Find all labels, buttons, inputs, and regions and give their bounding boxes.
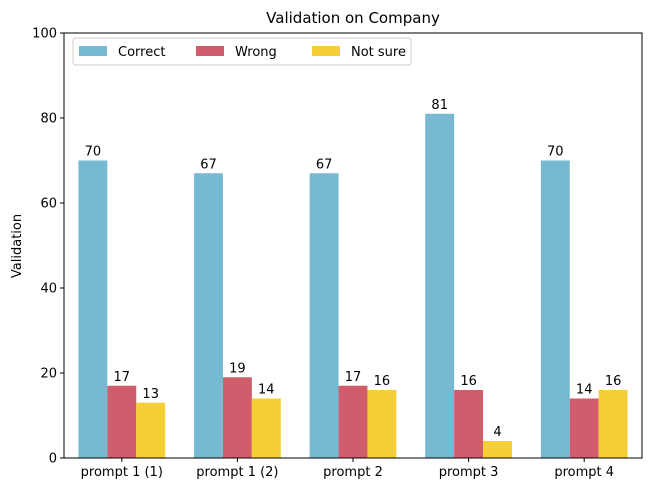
bar	[136, 402, 166, 458]
bar-value-label: 70	[547, 145, 564, 160]
bar	[338, 385, 368, 458]
bar	[222, 377, 252, 458]
bar-value-label: 14	[258, 383, 275, 398]
legend: Correct Wrong Not sure	[72, 37, 412, 66]
bar-value-label: 16	[460, 374, 477, 389]
bar	[483, 441, 512, 458]
bar	[78, 160, 108, 458]
legend-box	[72, 37, 412, 66]
y-tick-label: 80	[40, 112, 57, 127]
x-tick-label: prompt 1 (2)	[196, 465, 278, 480]
bar-value-label: 14	[576, 383, 593, 398]
bar-value-label: 17	[114, 370, 131, 385]
bar-value-label: 17	[345, 370, 362, 385]
bar	[540, 160, 570, 458]
bar-value-label: 70	[85, 145, 102, 160]
bar	[194, 173, 223, 458]
legend-label: Not sure	[351, 45, 406, 60]
bar	[107, 385, 137, 458]
bar	[367, 390, 397, 458]
legend-swatch	[79, 46, 107, 56]
x-tick-label: prompt 3	[439, 465, 499, 480]
legend-label: Wrong	[235, 45, 277, 60]
bar	[251, 398, 281, 458]
bar	[309, 173, 339, 458]
bar-value-label: 4	[493, 425, 501, 440]
bar	[425, 113, 455, 458]
y-tick-label: 40	[40, 282, 57, 297]
y-tick-label: 60	[40, 197, 57, 212]
bar-value-label: 67	[200, 157, 217, 172]
bar	[569, 398, 599, 458]
bar-value-label: 16	[605, 374, 622, 389]
x-tick-label: prompt 1 (1)	[81, 465, 163, 480]
bar	[454, 390, 484, 458]
y-axis-label: Validation	[10, 214, 25, 278]
y-tick-label: 0	[49, 452, 57, 467]
x-tick-label: prompt 2	[323, 465, 383, 480]
bar	[598, 390, 628, 458]
bar-value-label: 19	[229, 361, 246, 376]
x-tick-label: prompt 4	[554, 465, 614, 480]
legend-swatch	[312, 46, 340, 56]
chart-title: Validation on Company	[266, 9, 440, 27]
y-tick-label: 20	[40, 367, 57, 382]
bar-value-label: 16	[374, 374, 391, 389]
bar-value-label: 13	[142, 387, 159, 402]
plot-area: 70 67 67 81 70 17 19 17 16 14 13 14 16 4 16 0 20 40 60 80 10…	[32, 27, 643, 480]
bar-value-label: 81	[431, 98, 448, 113]
y-tick-label: 100	[32, 27, 57, 42]
legend-swatch	[196, 46, 224, 56]
bar-value-label: 67	[316, 157, 333, 172]
legend-label: Correct	[118, 45, 165, 60]
